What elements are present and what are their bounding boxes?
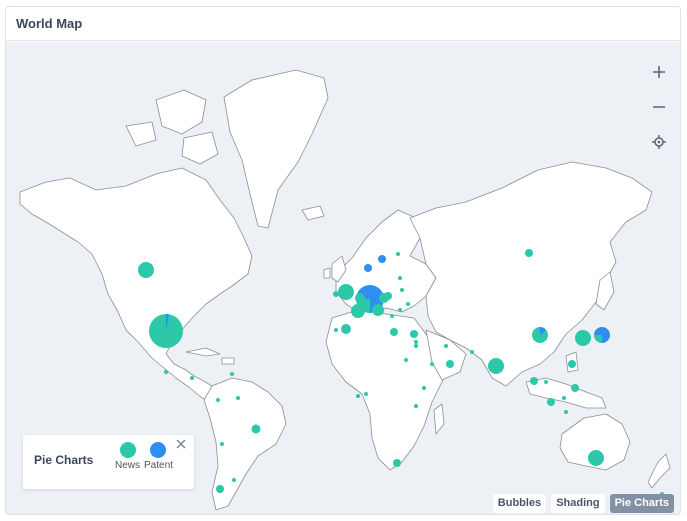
north-america [19, 167, 253, 403]
africa [325, 309, 445, 471]
new-zealand [647, 453, 671, 489]
legend-swatch-patent [150, 442, 167, 458]
card-header: World Map [6, 7, 680, 41]
legend-label-patent: Patent [144, 460, 173, 471]
marker-russia[interactable] [525, 249, 533, 257]
marker-ireland[interactable] [333, 291, 339, 297]
bubbles-button[interactable]: Bubbles [492, 494, 547, 513]
marker-mexico[interactable] [164, 370, 168, 374]
japan [595, 271, 615, 311]
marker-greece[interactable] [390, 328, 398, 336]
madagascar [433, 403, 445, 435]
marker-north-africa[interactable] [404, 358, 408, 362]
legend-item-patent: Patent [144, 442, 173, 471]
plus-icon [653, 66, 665, 78]
marker-uk[interactable] [338, 284, 354, 300]
data-markers [138, 249, 664, 496]
greenland [223, 69, 329, 229]
land-masses [19, 69, 671, 511]
marker-romania[interactable] [398, 308, 402, 312]
marker-ghana[interactable] [356, 394, 360, 398]
close-icon [176, 439, 186, 449]
shading-button[interactable]: Shading [551, 494, 605, 513]
marker-israel[interactable] [414, 344, 418, 348]
zoom-in-button[interactable] [648, 61, 670, 83]
marker-korea[interactable] [575, 330, 591, 346]
locate-button[interactable] [648, 131, 670, 153]
marker-baltic-2[interactable] [400, 288, 404, 292]
caribbean [185, 347, 235, 365]
marker-saudi[interactable] [430, 362, 434, 366]
legend-close-button[interactable] [174, 437, 188, 451]
marker-iran[interactable] [444, 344, 448, 348]
legend-swatch-news [119, 442, 136, 458]
marker-baltic-1[interactable] [398, 276, 402, 280]
marker-kenya[interactable] [414, 404, 418, 408]
map-area[interactable]: Pie Charts News Patent Bubbles Shading P… [6, 42, 680, 514]
marker-portugal[interactable] [334, 328, 338, 332]
marker-netherlands[interactable] [355, 293, 365, 303]
marker-australia[interactable] [588, 450, 604, 466]
marker-chile[interactable] [216, 485, 224, 493]
legend-label-news: News [115, 460, 141, 471]
pie-china-patent [540, 327, 546, 335]
marker-philippines[interactable] [571, 384, 579, 392]
marker-balkans[interactable] [390, 314, 394, 318]
marker-venezuela[interactable] [236, 396, 240, 400]
marker-france[interactable] [351, 304, 365, 318]
marker-colombia[interactable] [216, 398, 220, 402]
marker-nigeria[interactable] [364, 392, 368, 396]
marker-canada[interactable] [138, 262, 154, 278]
marker-indonesia[interactable] [564, 410, 568, 414]
iceland [301, 205, 325, 221]
marker-turkey[interactable] [410, 330, 418, 338]
marker-peru[interactable] [220, 442, 224, 446]
marker-ethiopia[interactable] [422, 386, 426, 390]
world-map-card: World Map [5, 6, 681, 515]
legend-title: Pie Charts [34, 453, 94, 467]
marker-spain[interactable] [341, 324, 351, 334]
british-isles [323, 255, 347, 283]
australia [559, 413, 631, 471]
arctic-islands [125, 89, 219, 165]
marker-south-africa[interactable] [393, 459, 401, 467]
marker-thailand[interactable] [530, 377, 538, 385]
marker-argentina[interactable] [232, 478, 236, 482]
marker-malaysia[interactable] [547, 398, 555, 406]
crosshair-icon [652, 135, 666, 149]
world-map[interactable] [6, 42, 680, 514]
marker-norway[interactable] [364, 264, 372, 272]
zoom-out-button[interactable] [648, 96, 670, 118]
asia [409, 161, 653, 387]
marker-poland[interactable] [384, 292, 392, 300]
south-america [203, 377, 287, 511]
marker-italy[interactable] [372, 304, 384, 316]
marker-singapore[interactable] [562, 396, 566, 400]
marker-brazil[interactable] [251, 424, 261, 434]
card-title: World Map [16, 16, 83, 31]
marker-caribbean[interactable] [230, 372, 234, 376]
view-mode-buttons: Bubbles Shading Pie Charts [492, 494, 674, 513]
marker-india[interactable] [488, 358, 504, 374]
marker-taiwan[interactable] [568, 360, 576, 368]
marker-central-america[interactable] [190, 376, 194, 380]
southeast-asia-islands [525, 351, 607, 409]
marker-ukraine[interactable] [406, 302, 410, 306]
marker-pakistan[interactable] [470, 350, 474, 354]
pie-charts-button[interactable]: Pie Charts [609, 494, 674, 513]
marker-finland[interactable] [396, 252, 400, 256]
pie-japan-news [594, 335, 602, 343]
legend-item-news: News [115, 442, 140, 471]
marker-egypt[interactable] [414, 340, 418, 344]
marker-vietnam[interactable] [544, 380, 548, 384]
minus-icon [653, 106, 665, 108]
marker-sweden[interactable] [378, 255, 386, 263]
marker-uae[interactable] [446, 360, 454, 368]
pie-usa-patent [166, 314, 169, 331]
map-legend: Pie Charts News Patent [23, 435, 194, 489]
